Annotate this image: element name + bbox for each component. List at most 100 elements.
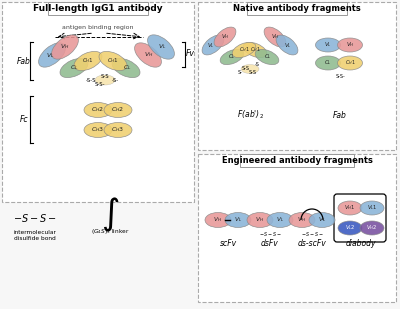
- Text: scFv: scFv: [220, 239, 236, 248]
- Text: $-S-S-$: $-S-S-$: [259, 230, 281, 238]
- Ellipse shape: [52, 35, 78, 59]
- Ellipse shape: [84, 122, 112, 138]
- Ellipse shape: [104, 122, 132, 138]
- Text: F(ab')$_2$: F(ab')$_2$: [236, 109, 264, 121]
- Text: S-: S-: [238, 70, 242, 74]
- Ellipse shape: [309, 213, 335, 227]
- Ellipse shape: [338, 201, 362, 215]
- Text: $V_L$: $V_L$: [276, 216, 284, 224]
- Text: $V_L$: $V_L$: [324, 40, 332, 49]
- Ellipse shape: [148, 35, 174, 59]
- Ellipse shape: [60, 58, 88, 78]
- Text: -S-S: -S-S: [86, 78, 96, 83]
- FancyBboxPatch shape: [198, 2, 396, 150]
- Ellipse shape: [38, 43, 66, 67]
- Text: $\int$: $\int$: [101, 196, 119, 234]
- Ellipse shape: [95, 75, 115, 85]
- Text: $C_H2$: $C_H2$: [111, 106, 125, 114]
- Text: $C_H3$: $C_H3$: [91, 125, 105, 134]
- Ellipse shape: [289, 213, 315, 227]
- Text: $C_H1$: $C_H1$: [107, 57, 119, 66]
- Text: Fv: Fv: [186, 49, 194, 58]
- Ellipse shape: [338, 221, 362, 235]
- Text: $V_L$: $V_L$: [207, 41, 215, 50]
- Ellipse shape: [255, 49, 279, 65]
- Ellipse shape: [205, 213, 231, 227]
- Text: dsFv: dsFv: [261, 239, 279, 248]
- Text: $V_H$: $V_H$: [221, 32, 229, 41]
- Text: -S-: -S-: [112, 78, 118, 83]
- Ellipse shape: [214, 27, 236, 47]
- Text: Native antibody fragments: Native antibody fragments: [233, 4, 361, 13]
- Text: $V_L$: $V_L$: [46, 52, 54, 61]
- Text: $V_L$: $V_L$: [158, 43, 166, 52]
- Text: $V_H$: $V_H$: [144, 51, 154, 59]
- Text: $V_L$: $V_L$: [318, 216, 326, 224]
- Text: $V_H$: $V_H$: [214, 216, 222, 224]
- Ellipse shape: [338, 38, 362, 52]
- Text: $V_L2$: $V_L2$: [345, 223, 355, 232]
- Ellipse shape: [316, 38, 340, 52]
- Ellipse shape: [316, 56, 340, 70]
- Ellipse shape: [104, 103, 132, 117]
- Text: $V_H1$: $V_H1$: [344, 204, 356, 213]
- Text: S-S-: S-S-: [95, 82, 105, 87]
- Text: $C_H1$: $C_H1$: [239, 45, 249, 54]
- Ellipse shape: [225, 213, 251, 227]
- Text: $C_H1$: $C_H1$: [250, 45, 260, 54]
- Text: ds-scFv: ds-scFv: [298, 239, 326, 248]
- Ellipse shape: [74, 51, 102, 71]
- Text: S-S: S-S: [242, 66, 250, 70]
- Ellipse shape: [202, 35, 224, 55]
- FancyBboxPatch shape: [240, 154, 354, 167]
- Text: $V_H$: $V_H$: [60, 43, 70, 52]
- Ellipse shape: [84, 103, 112, 117]
- Text: -S: -S: [255, 62, 260, 67]
- Ellipse shape: [243, 42, 267, 58]
- Text: $C_L$: $C_L$: [324, 58, 332, 67]
- FancyBboxPatch shape: [48, 2, 148, 15]
- Text: $V_H$: $V_H$: [298, 216, 306, 224]
- Ellipse shape: [360, 201, 384, 215]
- Text: $-S-S-$: $-S-S-$: [301, 230, 323, 238]
- Ellipse shape: [338, 56, 362, 70]
- Ellipse shape: [112, 58, 140, 78]
- Text: Fc: Fc: [20, 115, 28, 124]
- Text: S-S: S-S: [101, 74, 109, 79]
- Text: $C_H1$: $C_H1$: [82, 57, 94, 66]
- FancyBboxPatch shape: [2, 2, 194, 202]
- Text: Engineered antibody fragments: Engineered antibody fragments: [222, 156, 372, 165]
- Text: $V_H$: $V_H$: [271, 32, 279, 41]
- Text: Fab: Fab: [333, 111, 347, 120]
- Text: S-S-: S-S-: [335, 74, 345, 78]
- Ellipse shape: [220, 49, 244, 65]
- Ellipse shape: [276, 35, 298, 55]
- Text: $C_L$: $C_L$: [264, 53, 272, 61]
- Ellipse shape: [232, 42, 256, 58]
- Ellipse shape: [247, 213, 273, 227]
- FancyBboxPatch shape: [247, 2, 347, 15]
- Ellipse shape: [264, 27, 286, 47]
- Text: $V_L$: $V_L$: [234, 216, 242, 224]
- Ellipse shape: [360, 221, 384, 235]
- Text: $C_L$: $C_L$: [70, 64, 78, 72]
- Text: diabody: diabody: [346, 239, 376, 248]
- Text: Fab: Fab: [17, 57, 31, 66]
- Text: Full-length IgG1 antibody: Full-length IgG1 antibody: [33, 4, 163, 13]
- FancyBboxPatch shape: [198, 154, 396, 302]
- Ellipse shape: [99, 51, 127, 71]
- Text: $\mathit{-S-S-}$: $\mathit{-S-S-}$: [13, 212, 57, 224]
- Text: $C_L$: $C_L$: [228, 53, 236, 61]
- Text: $C_H2$: $C_H2$: [91, 106, 105, 114]
- Text: $V_H$: $V_H$: [256, 216, 264, 224]
- Text: intermolecular: intermolecular: [14, 230, 56, 235]
- Text: S-S: S-S: [249, 70, 257, 74]
- Ellipse shape: [134, 43, 162, 67]
- Text: $C_L$: $C_L$: [123, 64, 131, 72]
- Text: $C_H3$: $C_H3$: [111, 125, 125, 134]
- Text: $(G_4S)_3$ linker: $(G_4S)_3$ linker: [91, 227, 129, 236]
- Text: disulfide bond: disulfide bond: [14, 235, 56, 240]
- Text: antigen binding region: antigen binding region: [62, 26, 134, 31]
- Text: $C_H1$: $C_H1$: [345, 58, 355, 67]
- Ellipse shape: [241, 65, 259, 74]
